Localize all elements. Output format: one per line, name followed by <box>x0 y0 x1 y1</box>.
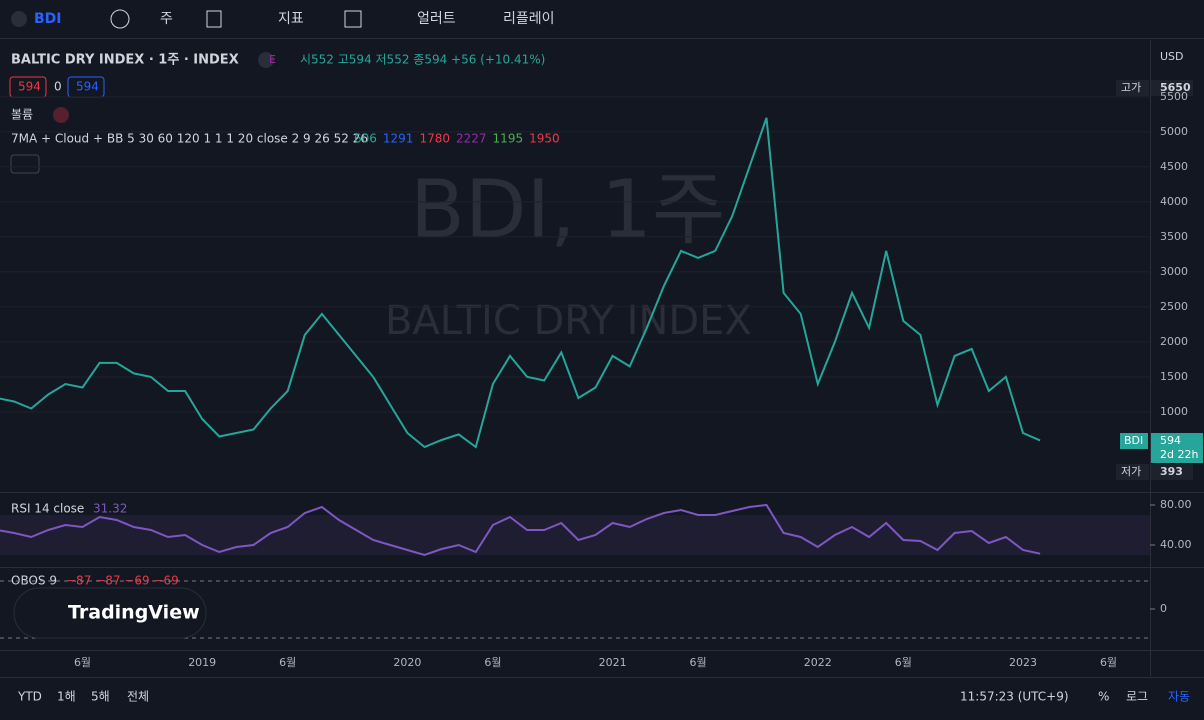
x-tick-label: 6월 <box>895 656 912 669</box>
indicators[interactable]: 지표 <box>278 11 304 27</box>
last-box <box>1151 433 1203 463</box>
y-tick-label: 5000 <box>1160 125 1188 138</box>
add-symbol[interactable] <box>110 9 130 29</box>
rsi-tick-label: 40.00 <box>1160 538 1192 551</box>
y-tick-label: 5500 <box>1160 90 1188 103</box>
x-tick-label: 6월 <box>484 656 501 669</box>
ma-value: 1195 <box>493 132 524 146</box>
high-label: 고가 <box>1121 81 1141 94</box>
volume: 볼륨 <box>11 108 33 122</box>
y-tick-label: 1500 <box>1160 370 1188 383</box>
symbol-icon[interactable] <box>11 11 27 27</box>
x-tick-label: 6월 <box>1100 656 1117 669</box>
legend-title: BALTIC DRY INDEX · 1주 · INDEX <box>11 53 239 68</box>
replay[interactable]: 리플레이 <box>503 11 555 27</box>
low-box <box>1151 464 1193 480</box>
rsi-label: RSI 14 close <box>11 502 84 516</box>
log[interactable]: 로그 <box>1126 690 1148 704</box>
high-box <box>1151 80 1193 96</box>
watermark: BDI, 1주 <box>410 163 725 256</box>
watermark-sub: BALTIC DRY INDEX <box>385 298 752 344</box>
badge: E <box>269 53 276 66</box>
templates[interactable] <box>344 10 362 28</box>
currency[interactable]: USD <box>1160 50 1184 63</box>
x-tick-label: 6월 <box>279 656 296 669</box>
y-tick-label: 3000 <box>1160 265 1188 278</box>
low: 393 <box>1160 465 1183 478</box>
y-tick-label: 4500 <box>1160 160 1188 173</box>
percent[interactable]: % <box>1098 690 1109 704</box>
x-tick-label: 2022 <box>804 656 832 669</box>
rsi-band <box>0 515 1150 555</box>
x-tick-label: 2020 <box>393 656 421 669</box>
badge-bg <box>258 52 274 68</box>
range[interactable]: 5해 <box>91 690 110 704</box>
y-tick-label: 2000 <box>1160 335 1188 348</box>
countdown: 2d 22h <box>1160 448 1198 461</box>
auto[interactable]: 자동 <box>1168 690 1190 704</box>
spread: 0 <box>54 80 62 94</box>
logo-box[interactable] <box>13 587 207 639</box>
y-tick-label: 3500 <box>1160 230 1188 243</box>
x-tick-label: 6월 <box>74 656 91 669</box>
interval[interactable]: 주 <box>160 11 173 27</box>
ohlc: 시552 고594 저552 종594 +56 (+10.41%) <box>300 53 545 67</box>
obos-tick-label: 0 <box>1160 602 1167 615</box>
y-tick-label: 4000 <box>1160 195 1188 208</box>
range[interactable]: 전체 <box>127 690 149 704</box>
collapse[interactable] <box>10 154 40 174</box>
rsi-last: 31.32 <box>93 502 127 516</box>
last: 594 <box>1160 434 1181 447</box>
ma-value: 1780 <box>419 132 450 146</box>
logo: TradingView <box>68 602 200 624</box>
ma-value: 606 <box>354 132 377 146</box>
x-tick-label: 2023 <box>1009 656 1037 669</box>
x-tick-label: 6월 <box>690 656 707 669</box>
low-label: 저가 <box>1121 465 1141 478</box>
ma-value: 1950 <box>529 132 560 146</box>
rsi-line <box>0 503 1041 557</box>
last-tag <box>1120 433 1148 449</box>
alert[interactable]: 얼러트 <box>417 11 456 27</box>
x-tick-label: 2021 <box>599 656 627 669</box>
high: 5650 <box>1160 81 1191 94</box>
y-tick-label: 2500 <box>1160 300 1188 313</box>
ma-value: 2227 <box>456 132 487 146</box>
toolbar <box>0 0 1204 38</box>
clock: 11:57:23 (UTC+9) <box>960 690 1069 704</box>
ma-value: 1291 <box>383 132 414 146</box>
low-tag <box>1116 464 1149 480</box>
ask: 594 <box>76 80 99 94</box>
high-tag <box>1116 80 1149 96</box>
bid: 594 <box>18 80 41 94</box>
x-tick-label: 2019 <box>188 656 216 669</box>
ma-name: 7MA + Cloud + BB 5 30 60 120 1 1 1 20 cl… <box>11 132 368 146</box>
price-line <box>0 117 1041 449</box>
y-tick-label: 1000 <box>1160 405 1188 418</box>
rsi-tick-label: 80.00 <box>1160 498 1192 511</box>
last-label: BDI <box>1124 434 1143 447</box>
range[interactable]: YTD <box>17 690 42 704</box>
range[interactable]: 1해 <box>57 690 76 704</box>
warning[interactable] <box>53 107 69 123</box>
symbol[interactable]: BDI <box>34 11 62 27</box>
chart-type[interactable] <box>206 10 222 28</box>
